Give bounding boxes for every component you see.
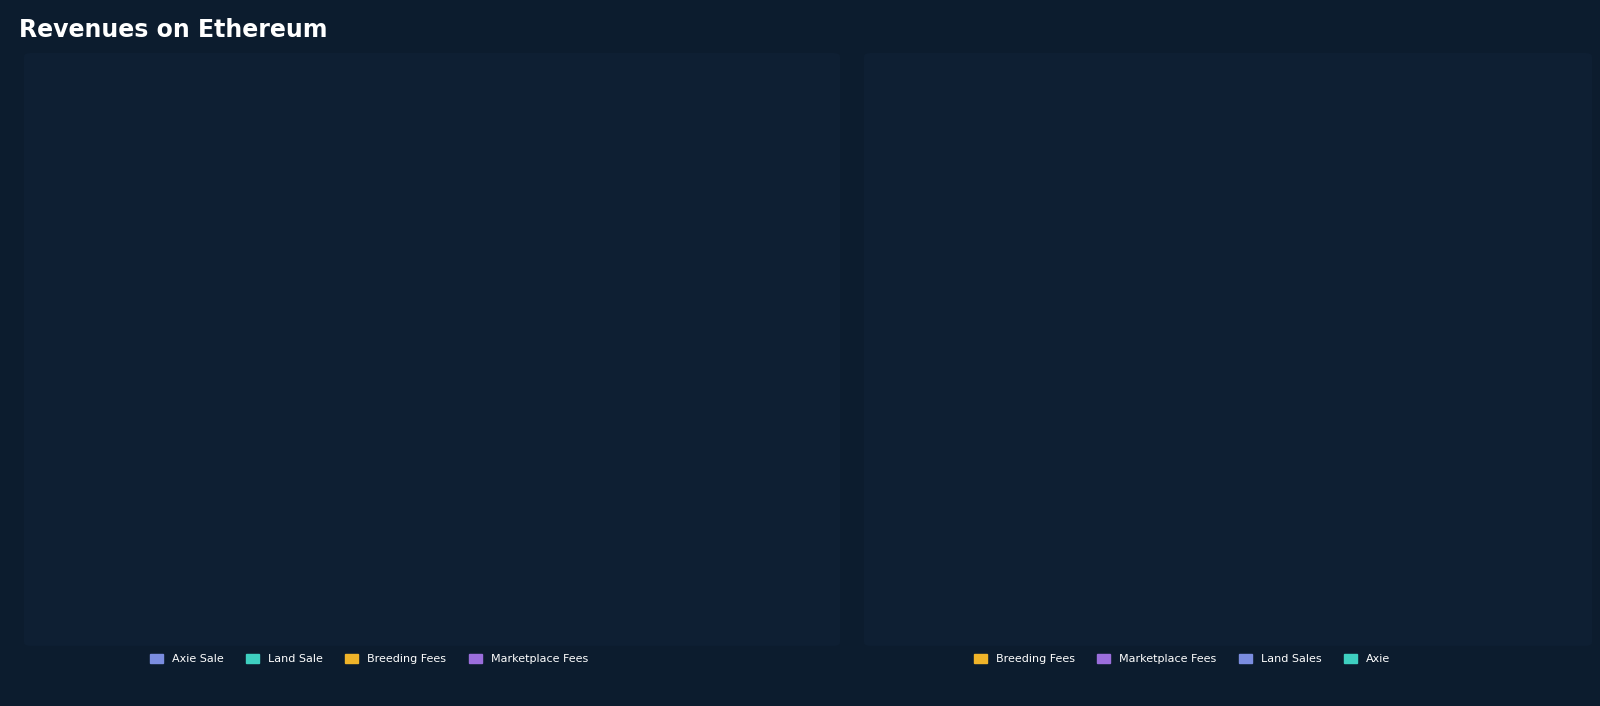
Bar	[254, 554, 269, 586]
Bar	[763, 417, 776, 585]
Bar	[168, 333, 181, 586]
Bar	[589, 573, 602, 586]
Bar	[413, 504, 426, 508]
Bar	[710, 544, 725, 583]
Bar	[378, 482, 390, 586]
Bar	[571, 560, 584, 570]
Bar	[501, 527, 514, 554]
Bar	[290, 566, 302, 586]
Bar	[693, 582, 707, 586]
Bar	[693, 414, 707, 557]
Bar	[378, 477, 390, 482]
Bar	[483, 515, 496, 547]
Bar	[150, 495, 163, 586]
Bar	[466, 541, 478, 586]
Bar	[272, 560, 286, 586]
Bar	[746, 254, 760, 481]
Bar	[536, 563, 549, 586]
Legend: Breeding Fees, Marketplace Fees, Land Sales, Axie: Breeding Fees, Marketplace Fees, Land Sa…	[973, 654, 1390, 664]
Bar	[642, 580, 654, 586]
Text: Revenues on Ethereum: Revenues on Ethereum	[19, 18, 328, 42]
Bar	[763, 157, 776, 417]
Bar	[483, 547, 496, 586]
Bar	[325, 575, 338, 586]
Bar	[554, 554, 566, 566]
Bar	[466, 502, 478, 541]
Bar	[781, 301, 794, 586]
Bar	[536, 547, 549, 563]
Bar	[642, 575, 654, 580]
Bar	[518, 541, 531, 560]
Bar	[675, 582, 690, 586]
Y-axis label: USD: USD	[915, 333, 928, 359]
Bar	[395, 491, 408, 495]
Bar	[606, 575, 619, 586]
Bar	[675, 453, 690, 582]
Bar	[589, 566, 602, 573]
Text: Cumulative Revenue in USD: Cumulative Revenue in USD	[968, 80, 1208, 95]
Y-axis label: Revenue: Revenue	[91, 321, 104, 371]
Bar	[554, 566, 566, 586]
Bar	[746, 585, 760, 586]
Bar	[746, 481, 760, 585]
Bar	[763, 585, 776, 586]
Bar	[395, 495, 408, 586]
Bar	[658, 578, 672, 581]
Bar	[430, 521, 443, 586]
Bar	[342, 578, 355, 586]
Bar	[710, 395, 725, 544]
Bar	[413, 508, 426, 586]
Bar	[781, 0, 794, 301]
Legend: Axie Sale, Land Sale, Breeding Fees, Marketplace Fees: Axie Sale, Land Sale, Breeding Fees, Mar…	[149, 654, 587, 664]
Bar	[624, 578, 637, 586]
Bar	[360, 210, 373, 586]
Bar	[307, 573, 320, 586]
Bar	[624, 573, 637, 578]
Bar	[501, 554, 514, 586]
Bar	[606, 569, 619, 575]
Bar	[710, 583, 725, 586]
Bar	[728, 519, 742, 584]
Bar	[571, 570, 584, 586]
Bar	[728, 325, 742, 519]
Bar	[518, 560, 531, 586]
Bar	[658, 581, 672, 586]
Bar	[693, 557, 707, 582]
Bar	[448, 532, 461, 534]
Bar	[728, 584, 742, 586]
Bar	[430, 518, 443, 521]
Text: Monthly Revenues on Ethereum in USD: Monthly Revenues on Ethereum in USD	[144, 80, 480, 95]
Bar	[448, 534, 461, 586]
Bar	[360, 203, 373, 210]
